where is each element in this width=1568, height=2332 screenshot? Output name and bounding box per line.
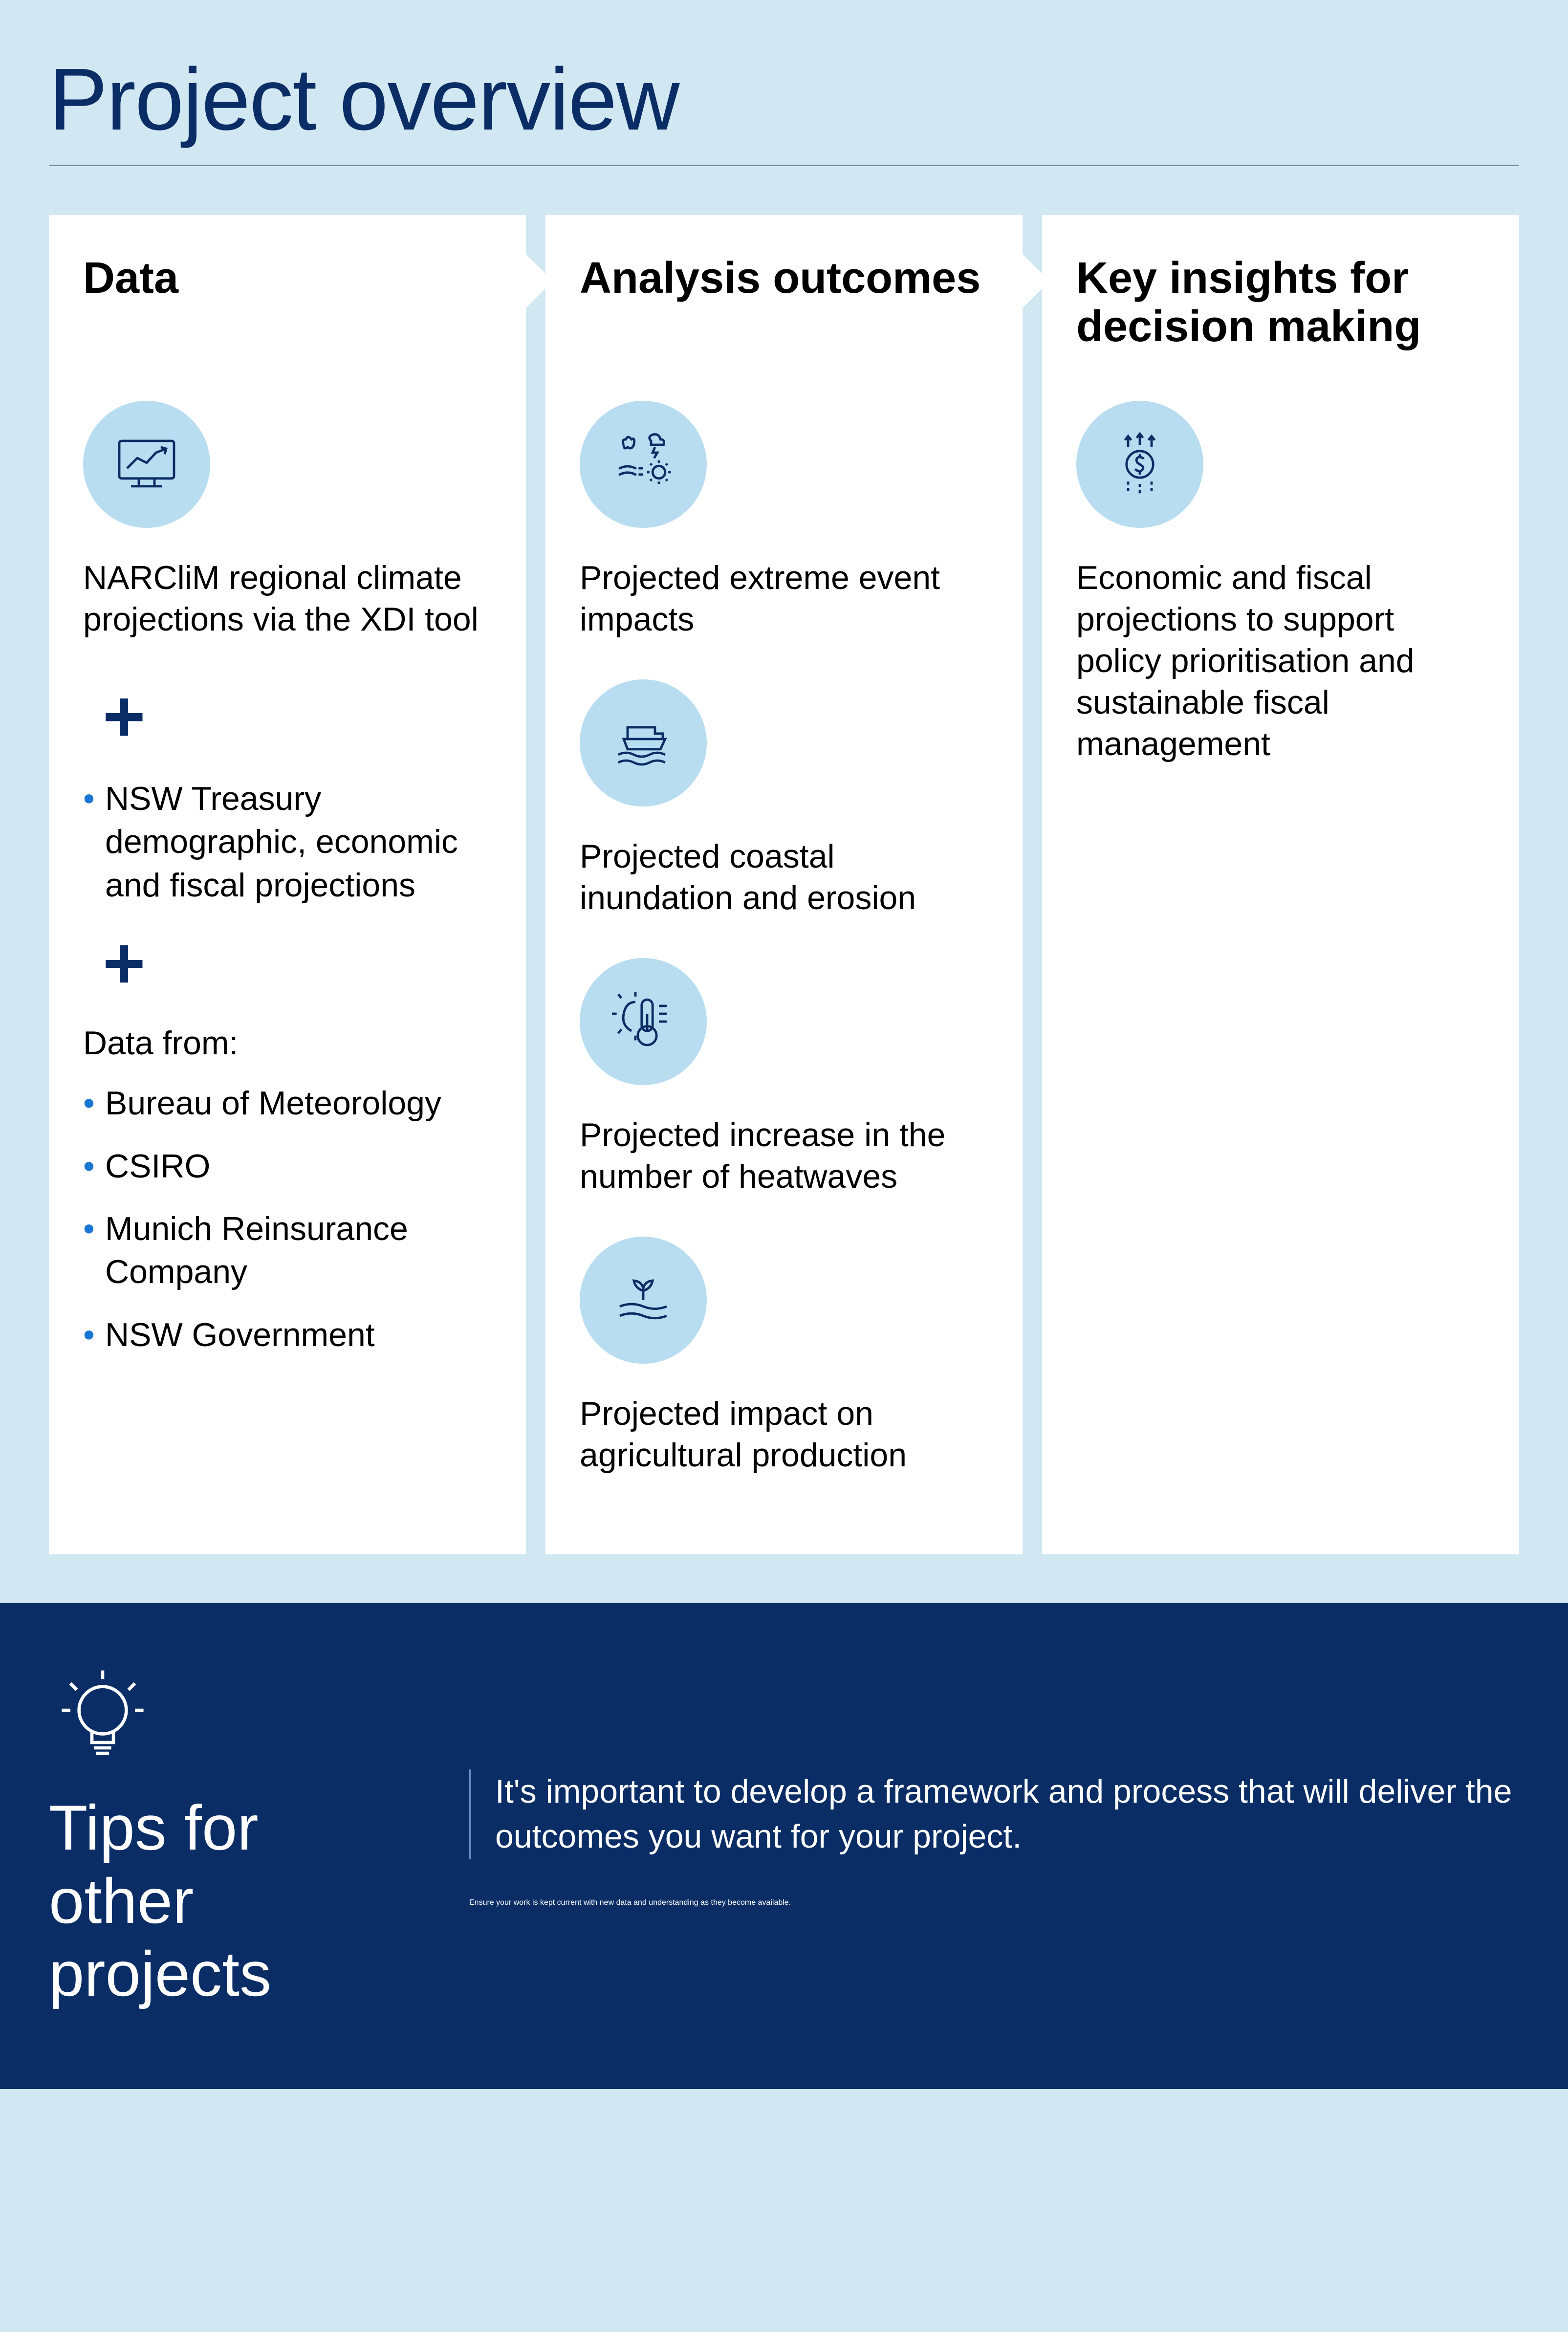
outcome-text: Projected extreme event impacts xyxy=(580,557,988,640)
tips-left: Tips for other projects xyxy=(49,1662,401,2011)
data-primary-text: NARCliM regional climate projections via… xyxy=(83,557,492,640)
list-item: Bureau of Meteorology xyxy=(83,1082,492,1125)
tips-right: It's important to develop a framework an… xyxy=(469,1662,1519,1907)
list-item: NSW Treasury demographic, economic and f… xyxy=(83,777,492,907)
plus-icon: + xyxy=(103,926,492,1000)
outcome-text: Projected increase in the number of heat… xyxy=(580,1114,988,1198)
outcome-item: Projected extreme event impacts xyxy=(580,401,988,640)
outcome-item: Projected impact on agricultural product… xyxy=(580,1237,988,1476)
list-item: NSW Government xyxy=(83,1313,492,1356)
dollar-arrows-icon xyxy=(1076,401,1203,528)
column-title: Analysis outcomes xyxy=(580,254,988,352)
heatwave-icon xyxy=(580,958,707,1085)
page-title: Project overview xyxy=(49,49,1519,166)
data-from-label: Data from: xyxy=(83,1024,492,1062)
data-secondary-list: NSW Treasury demographic, economic and f… xyxy=(83,777,492,907)
data-sources-list: Bureau of Meteorology CSIRO Munich Reins… xyxy=(83,1082,492,1356)
outcome-item: Projected coastal inundation and erosion xyxy=(580,679,988,919)
list-item: CSIRO xyxy=(83,1145,492,1188)
agriculture-icon xyxy=(580,1237,707,1364)
extreme-weather-icon xyxy=(580,401,707,528)
outcome-text: Projected impact on agricultural product… xyxy=(580,1393,988,1476)
monitor-chart-icon xyxy=(83,401,210,528)
columns-row: Data NARCliM regional climate projection… xyxy=(0,186,1568,1603)
page: Project overview Data NARCliM regional c… xyxy=(0,0,1568,2089)
outcome-item: Projected increase in the number of heat… xyxy=(580,958,988,1198)
tips-section: Tips for other projects It's important t… xyxy=(0,1603,1568,2089)
lightbulb-icon xyxy=(49,1662,156,1769)
plus-icon: + xyxy=(103,679,492,753)
tips-title: Tips for other projects xyxy=(49,1791,401,2011)
column-title: Data xyxy=(83,254,492,352)
column-title: Key insights for decision making xyxy=(1076,254,1485,352)
header: Project overview xyxy=(0,0,1568,186)
column-analysis: Analysis outcomes xyxy=(545,215,1023,1554)
coastal-boat-icon xyxy=(580,679,707,806)
tip-item: Ensure your work is kept current with ne… xyxy=(469,1898,1519,1907)
tip-item: It's important to develop a framework an… xyxy=(469,1769,1519,1859)
outcome-text: Projected coastal inundation and erosion xyxy=(580,836,988,919)
list-item: Munich Reinsurance Company xyxy=(83,1207,492,1294)
column-insights: Key insights for decision making xyxy=(1042,215,1519,1554)
column-data: Data NARCliM regional climate projection… xyxy=(49,215,526,1554)
insights-text: Economic and fiscal projections to suppo… xyxy=(1076,557,1485,765)
